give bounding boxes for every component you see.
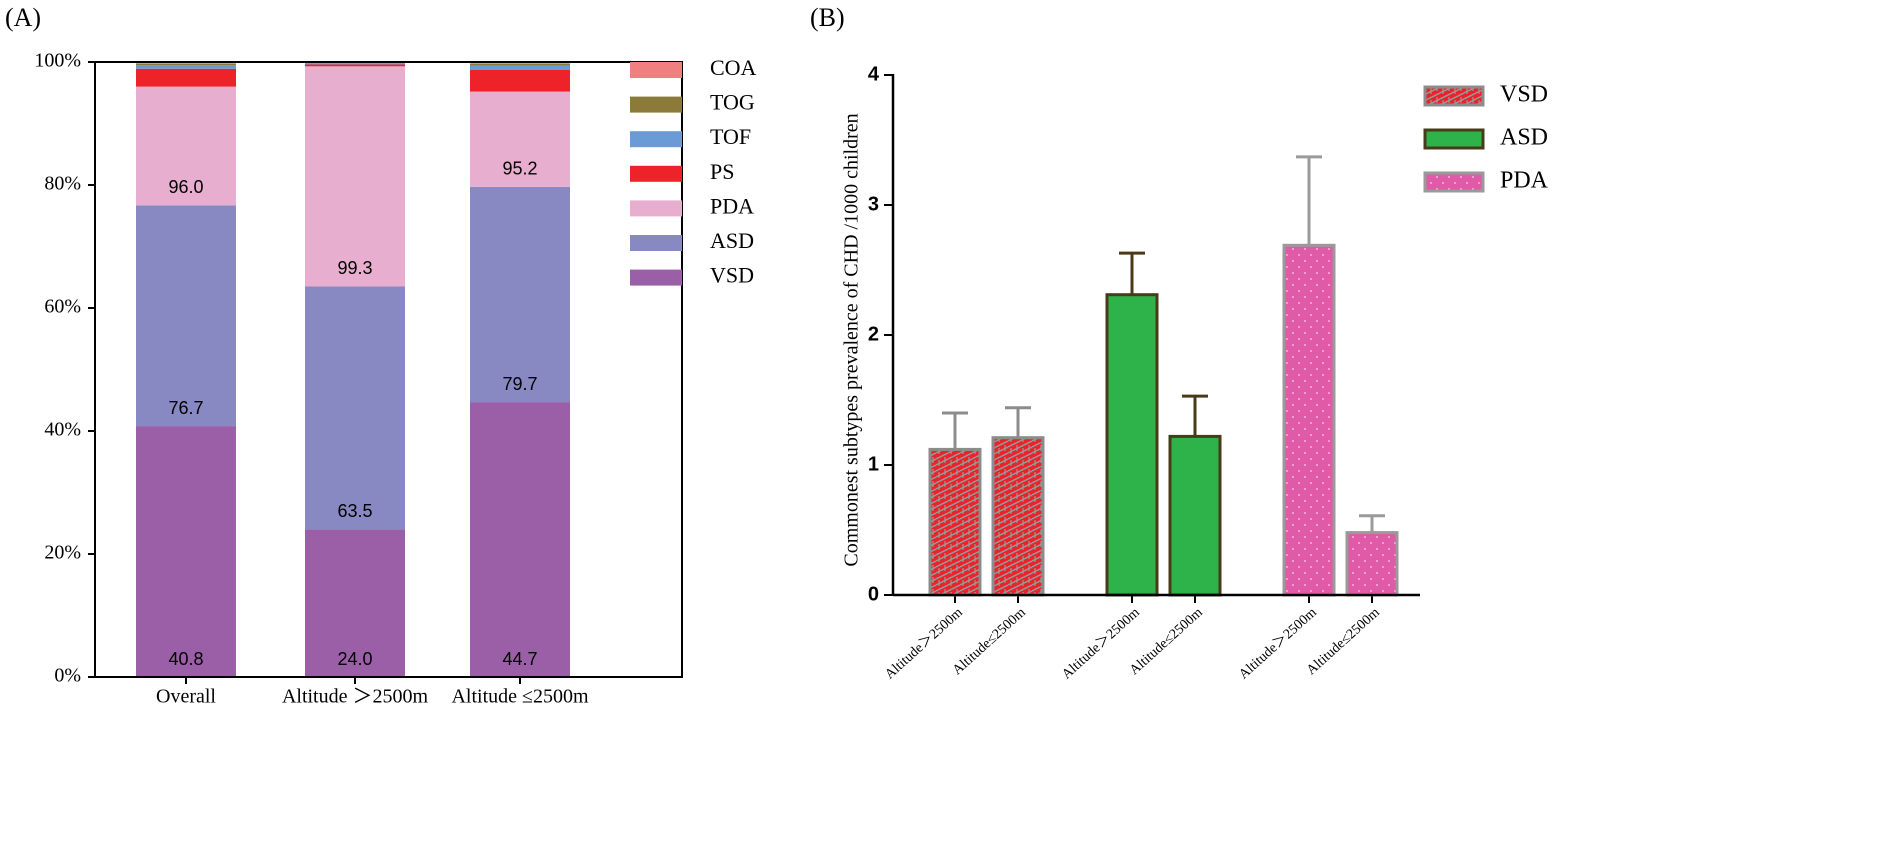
bar-segment xyxy=(470,91,570,187)
legend-label: PDA xyxy=(710,193,754,218)
bar xyxy=(1168,434,1222,597)
legend-swatch xyxy=(630,235,682,251)
y-tick-label: 20% xyxy=(44,542,81,564)
bar-segment xyxy=(305,66,405,287)
legend-label: VSD xyxy=(1500,82,1548,108)
bar xyxy=(991,436,1045,597)
bar-segment xyxy=(136,63,236,66)
legend-label: VSD xyxy=(710,263,754,288)
legend-swatch xyxy=(1423,85,1485,107)
data-label: 44.7 xyxy=(502,649,537,669)
legend-swatch xyxy=(630,62,682,78)
bar xyxy=(1282,243,1336,597)
legend-label: TOF xyxy=(710,124,751,149)
bar-segment xyxy=(470,65,570,70)
panel-title: (B) xyxy=(810,3,845,32)
plot-frame xyxy=(94,61,683,678)
legend-swatch xyxy=(630,200,682,217)
y-tick-label: 40% xyxy=(44,419,81,441)
data-label: 79.7 xyxy=(502,374,537,394)
y-tick-label: 4 xyxy=(868,63,880,85)
bar-segment xyxy=(136,205,236,427)
bar-segment xyxy=(470,402,570,677)
data-label: 95.2 xyxy=(502,159,537,179)
y-tick-label: 0% xyxy=(54,665,81,687)
x-tick-label: Altitude ≤2500m xyxy=(451,686,589,708)
bar xyxy=(1345,531,1399,597)
x-tick-label: Altitude ＞2500m xyxy=(282,686,429,708)
y-tick-label: 1 xyxy=(868,453,879,475)
bar xyxy=(928,447,982,597)
bar-segment xyxy=(470,69,570,92)
data-label: 99.3 xyxy=(337,258,372,278)
data-label: 40.8 xyxy=(168,649,203,669)
legend-label: TOG xyxy=(710,90,755,115)
bar-segment xyxy=(305,64,405,67)
y-tick-label: 100% xyxy=(34,50,81,72)
panel-title: (A) xyxy=(5,3,41,32)
x-tick-label: Overall xyxy=(156,686,216,708)
legend-label: COA xyxy=(710,55,757,80)
bar-segment xyxy=(136,68,236,87)
bar-segment xyxy=(305,63,405,65)
y-tick-label: 2 xyxy=(868,323,879,345)
bar-segment xyxy=(470,186,570,403)
bar-segment xyxy=(305,529,405,677)
bar-segment xyxy=(305,286,405,530)
legend-swatch xyxy=(630,165,682,182)
legend-label: ASD xyxy=(710,228,754,253)
bar-segment xyxy=(470,63,570,66)
legend-label: PDA xyxy=(1500,168,1549,194)
legend-label: ASD xyxy=(1500,125,1548,151)
data-label: 96.0 xyxy=(168,177,203,197)
bar-segment xyxy=(136,426,236,677)
y-tick-label: 60% xyxy=(44,296,81,318)
data-label: 63.5 xyxy=(337,501,372,521)
legend-swatch xyxy=(630,131,682,148)
legend-swatch xyxy=(1423,171,1485,193)
legend-swatch xyxy=(630,96,682,113)
y-tick-label: 3 xyxy=(868,193,879,215)
y-tick-label: 80% xyxy=(44,173,81,195)
legend-swatch xyxy=(1423,128,1485,150)
y-tick-label: 0 xyxy=(868,583,879,605)
bar-segment xyxy=(136,65,236,69)
data-label: 76.7 xyxy=(168,398,203,418)
bar xyxy=(1105,293,1159,597)
bar-segment xyxy=(136,86,236,206)
legend-swatch xyxy=(630,269,682,286)
data-label: 24.0 xyxy=(337,649,372,669)
y-axis-label: Commonest subtypes prevalence of CHD /10… xyxy=(841,113,863,566)
legend-label: PS xyxy=(710,159,734,184)
